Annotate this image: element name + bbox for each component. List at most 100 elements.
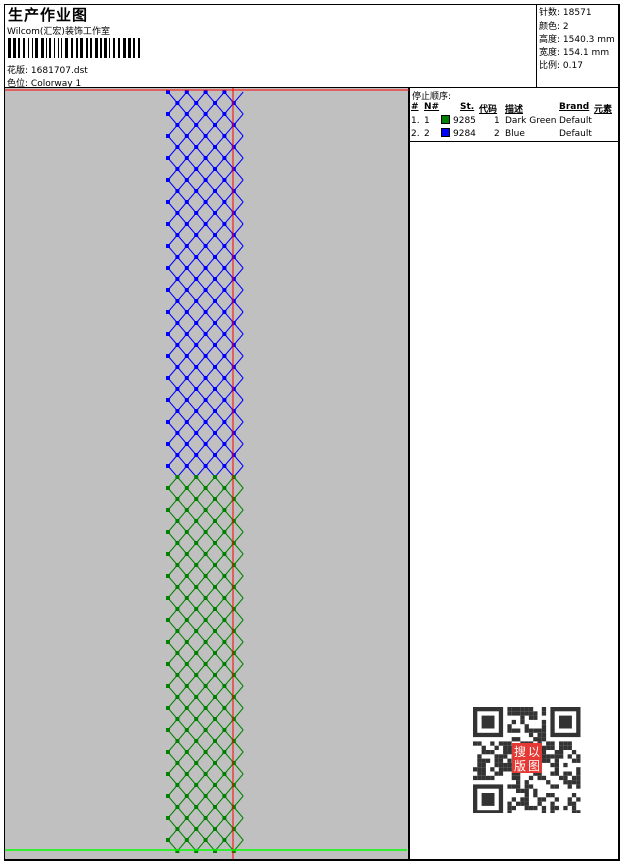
stitch-node [175,585,180,589]
stitch-node [194,101,199,105]
stitch-node [175,497,180,501]
stitch-node [194,563,199,567]
stitch-node [222,310,227,314]
stitch-node [184,222,189,226]
col-st: St. [460,102,475,112]
stitch-node [222,640,227,644]
stitch-node [231,101,236,105]
stitch-node [194,431,199,435]
stitch-node [203,310,208,314]
stitch-node [175,805,180,809]
stitch-node [222,376,227,380]
stitch-node [203,838,208,842]
width: 宽度: 154.1 mm [539,48,610,58]
stitch-node [203,574,208,578]
stitch-node [231,299,236,303]
stitch-node [231,629,236,633]
stitch-node [203,332,208,336]
stitch-node [222,464,227,468]
stitch-node [166,706,170,710]
stitch-node [184,112,189,116]
stitch-node [194,717,199,721]
stitch-node [166,574,170,578]
stitch-node [222,156,227,160]
stitch-node [203,266,208,270]
color-swatch [441,128,450,137]
stamp-logo [512,743,542,773]
stitch-node [194,519,199,523]
stitch-node [203,772,208,776]
stitch-node [203,794,208,798]
stitch-node [175,651,180,655]
stitch-node [175,541,180,545]
stitch-node [213,783,217,787]
stitch-node [203,640,208,644]
stitch-node [213,673,217,677]
stitch-node [222,420,227,424]
stitch-node [184,640,189,644]
stitch-node [231,167,236,171]
stitch-node [184,728,189,732]
stitch-node [203,112,208,116]
stitch-node [213,299,217,303]
svg-text:以: 以 [528,745,540,759]
stitch-node [194,123,199,127]
stitch-node [184,134,189,138]
stitch-node [194,585,199,589]
stitch-node [222,816,227,820]
file-name: 花版: 1681707.dst [7,66,88,76]
stitch-node [231,233,236,237]
stitch-node [231,827,236,831]
stitch-node [213,167,217,171]
stitch-node [184,376,189,380]
stitch-node [231,739,236,743]
stitch-node [231,255,236,259]
stitch-node [184,464,189,468]
stitch-node [175,453,180,457]
stitch-node [203,706,208,710]
stitch-node [213,717,217,721]
stitch-node [166,530,170,534]
stitch-node [166,244,170,248]
stitch-node [203,420,208,424]
stitch-node [213,519,217,523]
stitch-node [222,772,227,776]
stitch-node [184,398,189,402]
stitch-node [231,849,236,853]
stitch-node [166,156,170,160]
stitch-node [203,750,208,754]
stitch-node [175,629,180,633]
svg-text:搜: 搜 [514,744,526,759]
stitch-node [231,453,236,457]
stitch-node [166,310,170,314]
stitch-node [166,398,170,402]
stitch-node [166,112,170,116]
stitch-count: 针数: 18571 [539,8,592,18]
stitch-node [222,728,227,732]
stitch-node [222,178,227,182]
stitch-node [213,629,217,633]
stitch-node [194,541,199,545]
stitch-node [213,475,217,479]
stitch-node [203,728,208,732]
stitch-node [213,849,217,853]
stitch-node [175,167,180,171]
stitch-node [166,838,170,842]
stitch-node [175,189,180,193]
stitch-node [166,618,170,622]
stitch-node [213,651,217,655]
barcode [8,38,140,58]
stitch-node [222,244,227,248]
stitch-node [194,299,199,303]
design-preview [5,88,409,859]
stitch-node [231,211,236,215]
stitch-node [213,387,217,391]
stitch-node [194,827,199,831]
stitch-node [166,222,170,226]
page-title: 生产作业图 [8,6,89,24]
stitch-node [231,607,236,611]
studio-name: Wilcom(汇宏)装饰工作室 [7,27,110,37]
stitch-node [194,497,199,501]
stitch-node [231,651,236,655]
stitch-node [184,706,189,710]
